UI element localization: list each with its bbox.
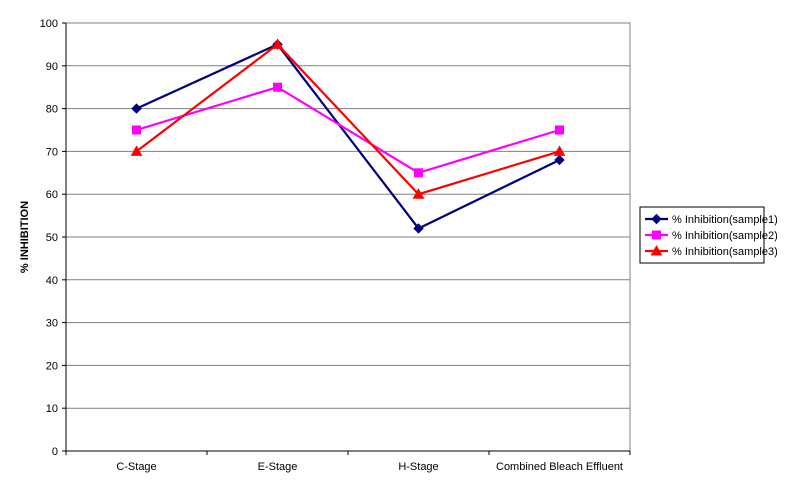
data-point	[271, 38, 284, 49]
x-tick-label: Combined Bleach Effluent	[496, 461, 623, 473]
x-tick-label: H-Stage	[398, 461, 438, 473]
series-group	[130, 38, 566, 234]
gridlines	[66, 65, 630, 409]
data-point	[273, 82, 282, 92]
x-tick-label: E-Stage	[258, 461, 298, 473]
y-tick-label: 50	[46, 232, 58, 244]
data-point	[555, 125, 564, 135]
data-point	[553, 145, 566, 156]
data-point	[413, 223, 424, 234]
y-tick-label: 20	[46, 360, 58, 372]
legend: % Inhibition(sample1) % Inhibition(sample…	[639, 206, 778, 264]
data-point	[131, 103, 142, 114]
legend-marker	[651, 213, 662, 225]
legend-entry: % Inhibition(sample1)	[672, 214, 778, 226]
legend-marker	[650, 244, 663, 256]
legend-marker	[652, 230, 661, 240]
x-tick-label: C-Stage	[116, 461, 156, 473]
series-2	[132, 82, 564, 178]
y-axis-label: % INHIBITION	[19, 201, 31, 273]
data-point	[412, 188, 425, 199]
data-point	[414, 168, 423, 178]
series-3	[130, 38, 566, 199]
series-line	[136, 43, 560, 230]
y-tick-label: 80	[46, 104, 58, 116]
legend-entry: % Inhibition(sample3)	[672, 246, 778, 258]
y-tick-label: 70	[46, 146, 58, 158]
data-point	[132, 125, 141, 135]
legend-entry: % Inhibition(sample2)	[672, 230, 778, 242]
y-tick-label: 60	[46, 189, 58, 201]
y-tick-label: 40	[46, 275, 58, 287]
y-tick-label: 90	[46, 61, 58, 73]
y-axis-ticks: 0 10 20 30 40 50 60 70 80 90 100	[40, 18, 67, 458]
y-tick-label: 10	[46, 403, 58, 415]
y-tick-label: 100	[40, 18, 58, 30]
y-tick-label: 30	[46, 318, 58, 330]
series-line	[136, 86, 560, 174]
y-tick-label: 0	[52, 446, 58, 458]
data-point	[554, 154, 565, 166]
series-line	[135, 42, 560, 196]
data-point	[130, 145, 143, 156]
x-axis-ticks: C-Stage E-Stage H-Stage Combined Bleach Eff…	[65, 450, 631, 473]
